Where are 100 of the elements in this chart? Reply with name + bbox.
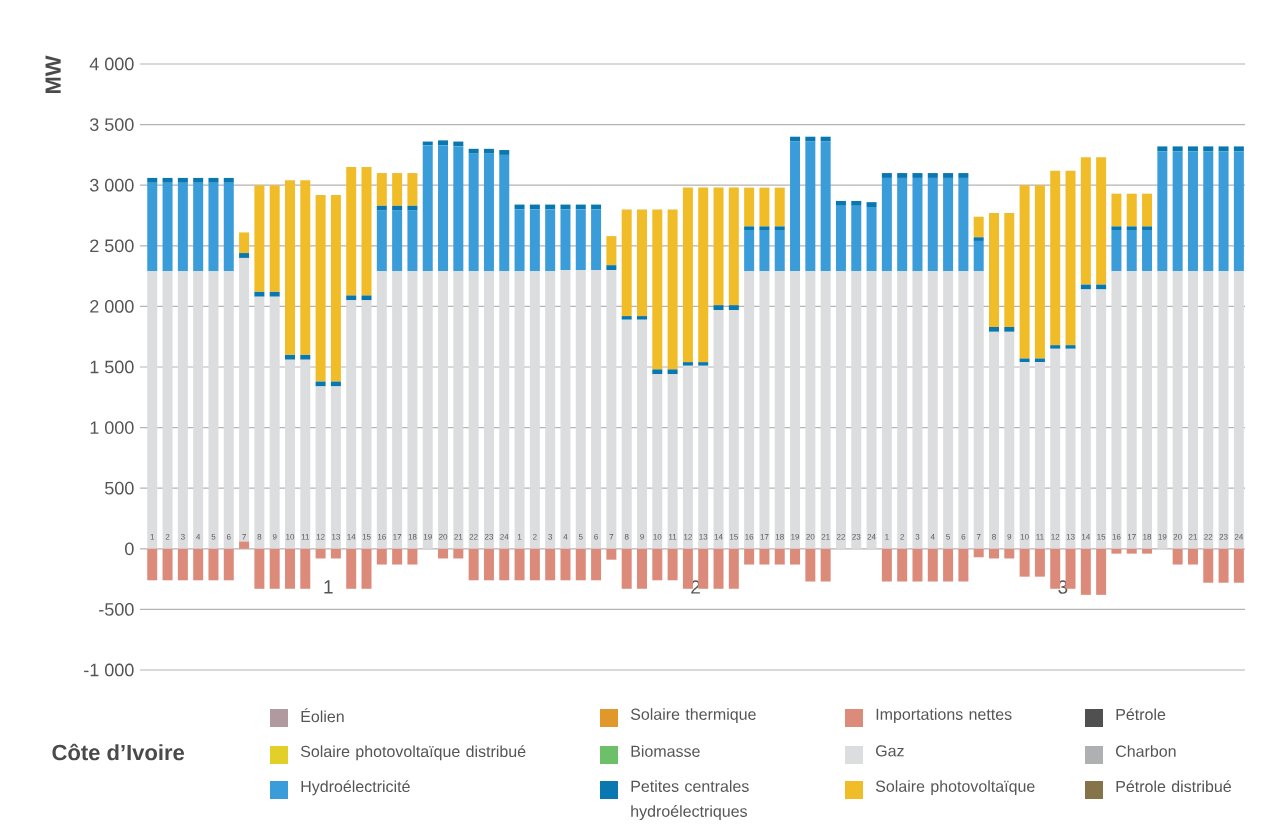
bar <box>1065 348 1076 549</box>
bar <box>1172 271 1183 549</box>
bar <box>162 548 173 581</box>
bar <box>851 271 862 549</box>
bar <box>713 548 724 589</box>
bar <box>208 177 219 183</box>
x-tick-label: 5 <box>946 534 950 540</box>
bar <box>805 136 816 142</box>
bar <box>1019 185 1030 359</box>
legend-label: Pétrole distribué <box>1116 780 1231 793</box>
bar <box>1065 170 1076 346</box>
bar <box>774 271 785 549</box>
bar <box>208 271 219 549</box>
bar <box>1233 151 1244 272</box>
bar <box>453 146 464 272</box>
bar <box>881 173 892 178</box>
bar <box>866 202 877 208</box>
bar <box>239 257 250 542</box>
bar <box>1233 271 1244 549</box>
bar <box>698 362 709 366</box>
y-axis-title: MW <box>45 55 61 94</box>
x-tick-label: 3 <box>915 533 920 540</box>
bar <box>407 548 418 565</box>
bar <box>223 182 234 272</box>
bar <box>376 205 387 211</box>
x-tick-label: 18 <box>1143 533 1152 540</box>
bar <box>1004 548 1015 559</box>
x-tick-label: 8 <box>624 533 629 540</box>
bar <box>682 362 693 366</box>
bar <box>545 209 556 272</box>
bar <box>621 319 632 549</box>
bar <box>1142 193 1153 227</box>
bar <box>820 271 831 549</box>
x-tick-label: 8 <box>257 533 262 540</box>
bar <box>193 548 204 581</box>
bar <box>177 271 188 549</box>
bar <box>1080 548 1091 595</box>
x-tick-label: 16 <box>1112 533 1121 540</box>
x-tick-label: 9 <box>640 533 644 540</box>
x-tick-label: 6 <box>226 533 231 540</box>
bar <box>897 548 908 582</box>
bar <box>897 177 908 272</box>
bar <box>759 548 770 565</box>
bar <box>1187 548 1198 565</box>
bar <box>346 295 357 301</box>
bar <box>973 240 984 272</box>
bar <box>468 548 479 581</box>
bar <box>529 271 540 549</box>
bar <box>805 271 816 549</box>
bar <box>851 205 862 272</box>
x-tick-label: 12 <box>684 534 692 540</box>
bar <box>453 271 464 549</box>
x-tick-label: 2 <box>533 534 537 540</box>
bar <box>652 374 663 549</box>
bar <box>1111 548 1122 554</box>
bar <box>346 300 357 549</box>
bar <box>744 226 755 231</box>
x-tick-label: 5 <box>578 534 583 540</box>
bar <box>958 173 969 178</box>
bar <box>545 548 556 581</box>
bar <box>269 185 280 292</box>
bar <box>177 177 188 183</box>
bar <box>147 182 158 272</box>
bar <box>1126 230 1137 272</box>
bar <box>1142 548 1153 554</box>
bar <box>989 213 999 327</box>
bar <box>376 548 387 565</box>
bar <box>621 316 632 320</box>
bar <box>269 291 280 297</box>
bar <box>682 365 693 549</box>
bar <box>637 319 647 549</box>
bar <box>1187 271 1198 549</box>
y-tick-label: 0 <box>125 542 134 556</box>
bar <box>1142 230 1153 272</box>
bar <box>744 230 755 272</box>
x-tick-label: 24 <box>1234 534 1244 540</box>
bar <box>529 548 540 581</box>
bar <box>575 270 586 549</box>
x-tick-label: 17 <box>760 534 769 540</box>
bar <box>284 359 295 549</box>
bar <box>1080 157 1091 285</box>
bar <box>1111 230 1122 272</box>
bar <box>1172 146 1183 152</box>
bar <box>866 271 877 549</box>
bar <box>560 548 571 581</box>
legend-label: Hydroélectricité <box>301 780 410 796</box>
x-tick-label: 19 <box>423 533 432 540</box>
bar <box>759 187 770 227</box>
x-tick-label: 22 <box>1204 534 1213 540</box>
bar <box>499 548 510 581</box>
x-tick-label: 7 <box>976 534 981 540</box>
bar <box>835 271 846 549</box>
bar <box>1050 348 1061 549</box>
bar <box>315 548 326 559</box>
x-tick-label: 1 <box>517 534 522 540</box>
bar <box>254 296 265 549</box>
x-tick-label: 22 <box>836 534 845 540</box>
bar <box>269 548 280 589</box>
x-tick-label: 4 <box>196 534 201 540</box>
bar <box>499 271 510 549</box>
